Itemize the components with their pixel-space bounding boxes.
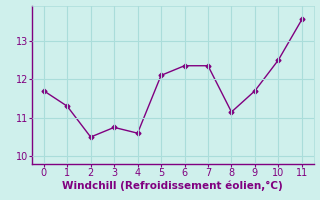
X-axis label: Windchill (Refroidissement éolien,°C): Windchill (Refroidissement éolien,°C) — [62, 181, 283, 191]
